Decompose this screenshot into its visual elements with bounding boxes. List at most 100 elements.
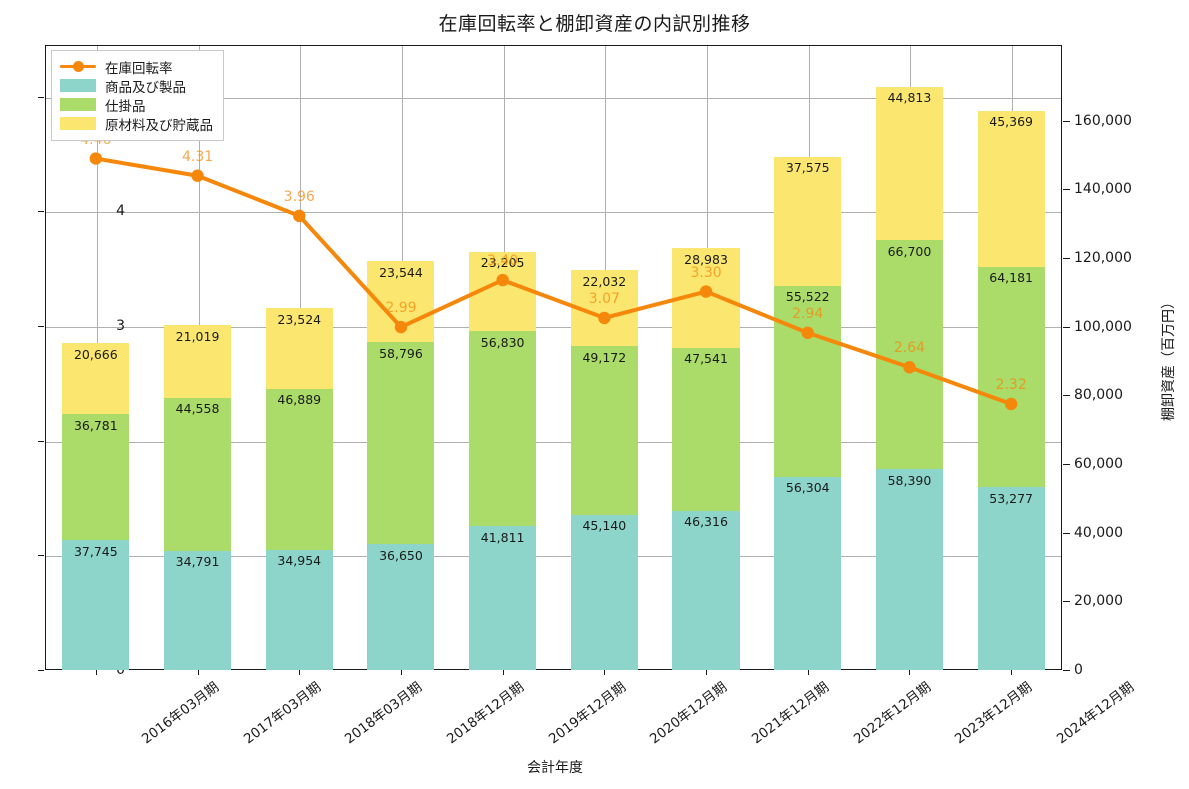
legend-color-swatch [60,117,96,130]
h-gridline [46,97,1061,99]
bar-segment[interactable] [62,343,130,415]
bar-segment[interactable] [672,510,740,670]
legend-item[interactable]: 商品及び製品 [60,76,213,96]
legend-color-swatch [60,79,96,92]
bar-segment[interactable] [62,414,130,541]
y-tick-mark-right [1063,189,1070,191]
bar-segment[interactable] [265,388,333,550]
legend-item-label: 仕掛品 [105,98,146,115]
h-gridline [46,556,1061,558]
y-tick-mark-right [1063,670,1070,671]
y-tick-right: 140,000 [1074,181,1132,198]
y-tick-mark-left [38,440,44,442]
bar-segment[interactable] [469,526,537,670]
y-tick-right: 40,000 [1074,524,1123,541]
line-data-point[interactable] [394,320,408,334]
bar-segment[interactable] [469,331,537,527]
y-tick-mark-left [38,211,44,213]
legend-item[interactable]: 仕掛品 [60,95,213,115]
x-tick-mark [604,670,606,675]
legend-item-label: 在庫回転率 [105,60,173,77]
bar-segment[interactable] [774,156,842,286]
legend-item[interactable]: 在庫回転率 [60,57,213,77]
y-tick-right: 160,000 [1074,112,1132,129]
y-tick-right: 20,000 [1074,593,1123,610]
bar-segment[interactable] [570,346,638,515]
line-point-value-label: 4.31 [181,148,214,165]
bar-segment[interactable] [977,110,1045,267]
x-tick-mark [197,670,199,675]
bar-segment[interactable] [875,86,943,241]
h-gridline [46,326,1061,328]
bar-segment[interactable] [367,342,435,545]
line-data-point[interactable] [191,169,204,182]
legend-color-swatch [60,98,96,111]
bar-segment[interactable] [367,544,435,670]
line-point-value-label: 2.32 [995,376,1027,393]
line-point-value-label: 2.99 [385,300,417,317]
line-data-point[interactable] [293,209,306,223]
y-tick-mark-right [1063,395,1070,397]
y-tick-mark-right [1063,257,1070,259]
legend-line-marker-icon [60,59,96,74]
legend-item[interactable]: 原材料及び貯蔵品 [60,114,213,134]
legend-item-label: 原材料及び貯蔵品 [105,117,213,134]
y-tick-mark-left [38,96,44,98]
x-tick-mark [400,670,402,675]
y-tick-mark-right [1063,532,1070,534]
y-tick-right: 80,000 [1074,387,1123,404]
y-tick-mark-right [1063,120,1070,122]
y-tick-right: 120,000 [1074,249,1132,266]
y-tick-mark-right [1063,463,1070,465]
y-tick-mark-left [38,325,44,327]
line-data-point[interactable] [903,361,916,374]
y-tick-mark-left [38,670,44,671]
y-tick-left: 4 [116,203,125,220]
x-tick-mark [706,670,708,675]
bar-segment[interactable] [62,540,130,670]
line-point-value-label: 3.96 [283,188,315,205]
line-data-point[interactable] [699,285,713,298]
x-tick-mark [807,670,809,675]
x-tick-mark [95,670,97,675]
line-point-value-label: 3.07 [588,290,620,307]
chart-title: 在庫回転率と棚卸資産の内訳別推移 [438,13,751,35]
y-tick-mark-left [38,555,44,557]
bar-segment[interactable] [265,308,333,389]
line-data-point[interactable] [1004,397,1018,411]
h-gridline [46,441,1061,443]
x-tick-mark [1011,670,1013,675]
bar-segment[interactable] [672,347,740,511]
bar-segment[interactable] [977,487,1045,670]
bar-segment[interactable] [163,550,232,670]
x-tick-mark [299,670,301,675]
bar-segment[interactable] [163,397,232,551]
x-tick-mark [502,670,504,675]
y-tick-mark-right [1063,326,1070,328]
line-data-point[interactable] [89,152,103,165]
line-point-value-label: 2.94 [792,305,824,322]
bar-segment[interactable] [774,285,842,477]
bar-segment[interactable] [570,514,638,670]
bar-segment[interactable] [875,240,943,470]
x-tick-mark [909,670,911,675]
h-gridline [46,212,1061,214]
bar-segment[interactable] [875,469,943,670]
line-point-value-label: 2.64 [893,340,926,357]
y-tick-right: 0 [1074,662,1083,678]
y-tick-right: 60,000 [1074,455,1123,472]
line-data-point[interactable] [496,273,509,287]
line-data-point[interactable] [598,311,611,325]
x-axis-label: 会計年度 [527,760,583,776]
y-tick-left: 0 [116,662,125,678]
bar-segment[interactable] [977,266,1045,488]
bar-segment[interactable] [774,476,842,670]
legend-item-label: 商品及び製品 [105,79,186,96]
inventory-turnover-line [93,156,1014,406]
line-data-point[interactable] [801,326,814,340]
bar-segment[interactable] [265,549,333,670]
bar-segment[interactable] [163,325,232,398]
line-point-value-label: 3.40 [487,253,519,270]
